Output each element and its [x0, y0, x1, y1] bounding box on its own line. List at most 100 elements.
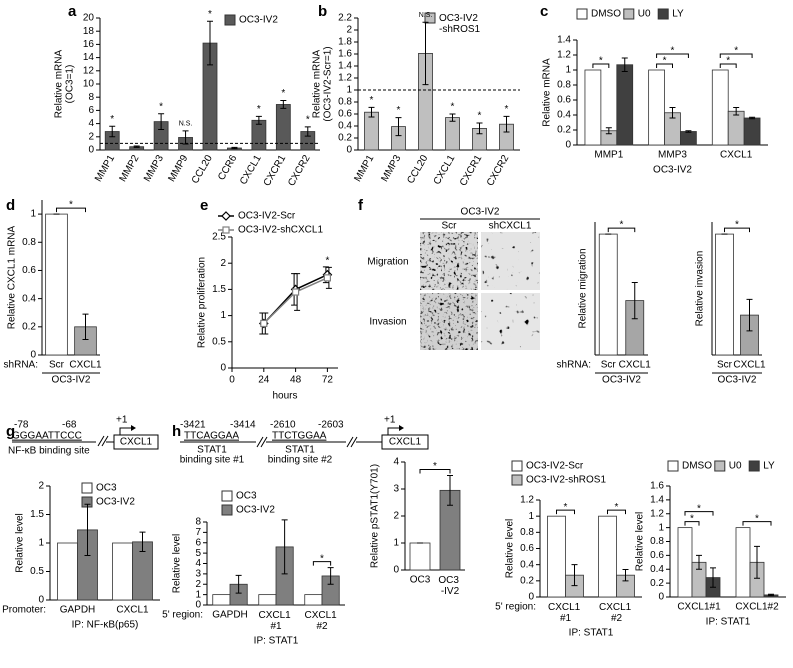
x-tick-label: Scr	[601, 360, 617, 371]
x-tick-label: OC3 -IV2	[438, 575, 461, 597]
gene-box	[113, 434, 159, 450]
bar	[547, 515, 566, 598]
x-tick-label: GAPDH	[212, 610, 248, 621]
break	[97, 435, 105, 447]
y-tick-label: 2.5	[212, 232, 226, 243]
site-label: binding site #1	[180, 455, 245, 466]
legend-label: LY	[672, 9, 684, 20]
chart: d 0 0.2 0.4 0.6 0.8 1 Relative CXCL1 mRNA Scr CXC…	[4, 197, 103, 386]
y-tick-label: 16	[83, 39, 95, 50]
y-tick-label: 6	[195, 537, 201, 548]
break	[101, 435, 109, 447]
sequence: GGGAATTCCC	[12, 431, 82, 442]
significance-bracket	[724, 227, 750, 233]
row-label: Migration	[367, 257, 408, 268]
sequence: TTCAGGAA	[184, 431, 239, 442]
y-tick-label: 1	[38, 538, 44, 549]
y-tick-label: 1	[393, 538, 399, 549]
y-tick-label: 0.2	[22, 321, 36, 332]
y-tick-label: 0.8	[557, 80, 571, 91]
site-label: NF-κB binding site	[8, 446, 90, 457]
position-label: -3414	[230, 420, 256, 431]
x-tick-label: MMP2	[118, 153, 142, 184]
error-bar	[422, 21, 429, 86]
position-label: -78	[14, 420, 29, 431]
annotation: *	[159, 101, 163, 112]
y-tick-label: 20	[83, 13, 95, 24]
y-tick-label: 2	[38, 481, 44, 492]
micrograph-title: OC3-IV2	[461, 207, 500, 218]
micrograph-texture	[420, 232, 478, 290]
y-tick-label: 8	[195, 517, 201, 528]
annotation: *	[257, 104, 261, 115]
error-bar	[280, 100, 287, 109]
bar	[680, 131, 697, 146]
y-tick-label: 8	[88, 92, 94, 103]
legend-marker	[222, 226, 230, 234]
error-bar	[235, 574, 242, 594]
bar	[616, 64, 634, 146]
y-tick-label: 1.4	[650, 495, 664, 506]
bar	[445, 117, 460, 151]
significance-bracket	[312, 561, 332, 566]
annotation: *	[397, 105, 401, 116]
x-axis-label: OC3-IV2	[718, 375, 757, 386]
error-bar	[304, 126, 311, 137]
break	[256, 436, 264, 448]
y-tick-label: 1	[346, 85, 352, 96]
gene-label: CXCL1	[389, 437, 422, 448]
bar	[212, 594, 231, 606]
y-tick-label: 0	[220, 363, 226, 374]
point	[260, 319, 268, 328]
significance-bracket	[656, 63, 673, 68]
chart: e 0 0.5 1 1.5 2 2.5 Relative proliferation OC3-I…	[197, 197, 338, 402]
x-prefix: shRNA:	[557, 360, 591, 371]
bar	[57, 542, 78, 601]
gene-label: CXCL1	[120, 437, 153, 448]
legend-label: DMSO	[682, 461, 712, 472]
x-tick-label: 48	[290, 375, 302, 386]
legend-swatch	[81, 482, 93, 494]
panel-letter: a	[68, 3, 77, 20]
legend-swatch	[657, 8, 669, 20]
y-tick-label: 0.4	[650, 564, 664, 575]
significance-bracket	[719, 53, 753, 58]
x-tick-label: CXCL1	[69, 360, 102, 371]
bar	[735, 527, 751, 598]
y-tick-label: 0.8	[22, 237, 36, 248]
y-tick-label: 2	[393, 511, 399, 522]
y-tick-label: 1.6	[338, 49, 352, 60]
x-prefix: 5' region:	[162, 610, 203, 621]
significance-bracket	[56, 207, 86, 213]
y-axis-label: Relative mRNA	[312, 50, 323, 119]
y-tick-label: 0.6	[650, 550, 664, 561]
x-tick-label: CXCR2	[485, 153, 512, 188]
significance-label: *	[433, 461, 437, 472]
panel-letter: c	[540, 3, 548, 20]
break	[346, 436, 354, 448]
legend-label: OC3-IV2	[96, 497, 135, 508]
break	[260, 436, 268, 448]
x-axis-label: OC3-IV2	[602, 375, 641, 386]
tss-label: +1	[384, 415, 396, 426]
significance-bracket	[656, 53, 689, 58]
bar	[743, 117, 761, 146]
significance-label: *	[734, 46, 738, 57]
y-tick-label: 0.4	[520, 559, 534, 570]
y-tick-label: 4	[88, 118, 94, 129]
x-tick-label: Scr	[717, 360, 733, 371]
legend-label: OC3-IV2-shCXCL1	[238, 225, 323, 236]
bar	[715, 233, 734, 356]
y-tick-label: 0	[565, 140, 571, 151]
error-bar	[605, 127, 612, 135]
chart: b 00.20.40.60.811.21.41.61.822.2 Relative …	[312, 3, 520, 188]
x-axis-label: OC3-IV2	[653, 165, 692, 176]
y-tick-label: 1	[565, 65, 571, 76]
y-tick-label: 0	[195, 600, 201, 611]
chart: 0 1 2 3 4 Relative pSTAT1(Y701) OC3 OC3 -IV2 *	[370, 457, 465, 597]
y-tick-label: 0	[658, 592, 664, 603]
significance-label: *	[69, 200, 73, 211]
chart: Relative invasion Scr CXCL1 * OC3-IV2	[695, 220, 766, 386]
